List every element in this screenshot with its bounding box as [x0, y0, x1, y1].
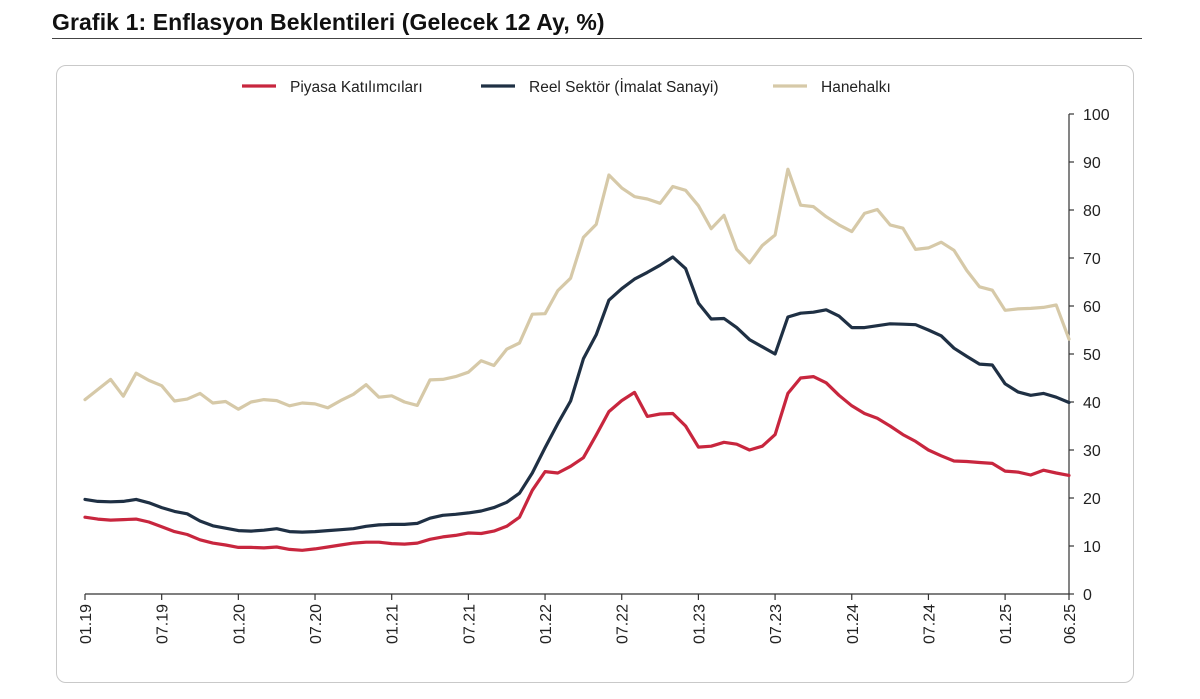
- y-tick-label: 80: [1083, 203, 1101, 220]
- y-tick-label: 50: [1083, 347, 1101, 364]
- x-tick-label: 01.24: [845, 604, 862, 644]
- legend-label-piyasa-kat-l-mc-lar: Piyasa Katılımcıları: [290, 79, 423, 96]
- x-tick-label: 06.25: [1062, 604, 1079, 644]
- y-tick-label: 30: [1083, 443, 1101, 460]
- x-tick-label: 07.20: [308, 604, 325, 644]
- x-tick-label: 07.22: [615, 604, 632, 644]
- x-tick-label: 07.21: [461, 604, 478, 644]
- x-tick-label: 07.19: [155, 604, 172, 644]
- x-tick-label: 01.22: [538, 604, 555, 644]
- legend: Piyasa Katılımcıları Reel Sektör (İmalat …: [242, 78, 891, 96]
- legend-label-reel-sekt-r-i-malat-sanayi: Reel Sektör (İmalat Sanayi): [529, 78, 719, 96]
- y-tick-label: 0: [1083, 587, 1092, 604]
- x-tick-label: 01.23: [691, 604, 708, 644]
- y-tick-label: 40: [1083, 395, 1101, 412]
- y-tick-label: 20: [1083, 491, 1101, 508]
- chart-frame: [56, 65, 1134, 683]
- x-tick-label: 07.23: [768, 604, 785, 644]
- x-tick-label: 01.25: [998, 604, 1015, 644]
- series-lines: [83, 167, 1071, 552]
- title-rule: [52, 38, 1142, 39]
- y-tick-label: 100: [1083, 107, 1110, 124]
- y-tick-label: 60: [1083, 299, 1101, 316]
- series-line-reel-sekt-r-i-malat-sanayi: [83, 255, 1071, 534]
- x-tick-label: 01.21: [385, 604, 402, 644]
- series-line-hanehalk: [83, 167, 1071, 411]
- axes: 01.19 07.19 01.20 07.20 01.21 07.21 01.22 07.22…: [78, 107, 1110, 644]
- y-tick-label: 90: [1083, 155, 1101, 172]
- legend-label-hanehalk: Hanehalkı: [821, 79, 891, 96]
- x-tick-label: 01.20: [231, 604, 248, 644]
- y-tick-label: 70: [1083, 251, 1101, 268]
- y-tick-label: 10: [1083, 539, 1101, 556]
- series-line-piyasa-kat-l-mc-lar: [83, 375, 1071, 552]
- x-tick-label: 07.24: [921, 604, 938, 644]
- chart-title: Grafik 1: Enflasyon Beklentileri (Gelece…: [52, 9, 605, 35]
- x-tick-label: 01.19: [78, 604, 95, 644]
